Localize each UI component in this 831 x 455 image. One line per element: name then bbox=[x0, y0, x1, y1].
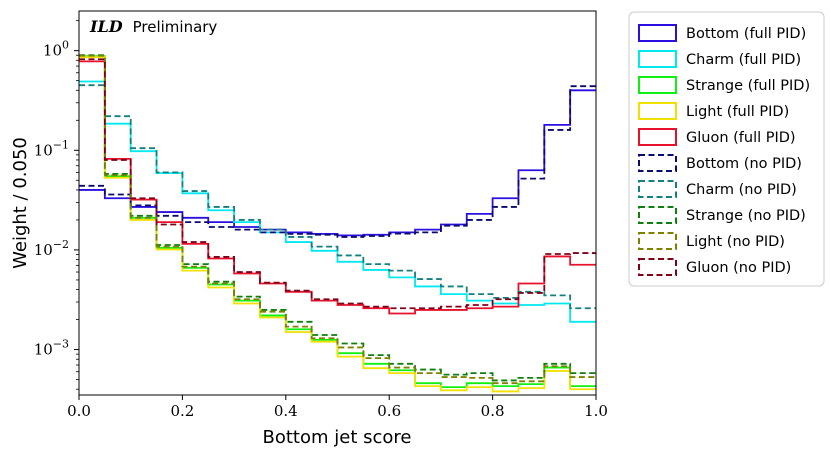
x-axis-label: Bottom jet score bbox=[263, 427, 412, 448]
legend-label: Charm (no PID) bbox=[686, 182, 797, 198]
plot-border bbox=[78, 10, 597, 396]
legend-label: Strange (full PID) bbox=[686, 78, 810, 94]
legend-label: Bottom (full PID) bbox=[686, 26, 806, 42]
legend-label: Gluon (full PID) bbox=[686, 130, 796, 146]
legend-swatch bbox=[638, 206, 677, 224]
series-line bbox=[79, 56, 596, 393]
legend-swatch bbox=[638, 50, 677, 68]
series-line bbox=[79, 54, 596, 385]
legend-label: Strange (no PID) bbox=[686, 208, 806, 224]
legend-label: Gluon (no PID) bbox=[686, 260, 791, 276]
x-tick-label: 0.6 bbox=[377, 402, 401, 420]
y-tick-label: 10−2 bbox=[34, 238, 69, 259]
series-line bbox=[79, 85, 596, 238]
legend-swatch bbox=[638, 128, 677, 146]
x-tick-label: 0.2 bbox=[170, 402, 194, 420]
legend-swatch bbox=[638, 154, 677, 172]
plot-area bbox=[79, 11, 596, 395]
legend-swatch bbox=[638, 258, 677, 276]
series-line bbox=[79, 58, 596, 310]
legend-frame bbox=[628, 11, 825, 287]
axes: 0.0 0.2 0.4 0.6 0.8 1.0 10−3 10−2 10−1 100 bbox=[34, 20, 608, 420]
legend-swatch bbox=[638, 180, 677, 198]
x-tick-label: 1.0 bbox=[584, 402, 608, 420]
legend-swatch bbox=[638, 76, 677, 94]
x-tick-label: 0.8 bbox=[481, 402, 505, 420]
legend: Bottom (full PID) Charm (full PID) Strange… bbox=[628, 11, 825, 287]
series-layer bbox=[79, 54, 596, 393]
legend-label: Charm (full PID) bbox=[686, 52, 801, 68]
y-axis-label: Weight / 0.050 bbox=[10, 137, 31, 269]
y-tick-label: 100 bbox=[43, 39, 69, 60]
legend-label: Light (full PID) bbox=[686, 104, 789, 120]
legend-swatch bbox=[638, 102, 677, 120]
y-tick-label: 10−3 bbox=[34, 338, 69, 359]
annotation: ILD Preliminary bbox=[89, 17, 217, 36]
x-tick-label: 0.0 bbox=[67, 402, 91, 420]
legend-swatch bbox=[638, 232, 677, 250]
legend-label: Bottom (no PID) bbox=[686, 156, 802, 172]
x-tick-label: 0.4 bbox=[274, 402, 298, 420]
legend-label: Light (no PID) bbox=[686, 234, 785, 250]
legend-swatch bbox=[638, 24, 677, 42]
series-line bbox=[79, 84, 596, 310]
annotation-preliminary: Preliminary bbox=[133, 18, 218, 36]
annotation-ild: ILD bbox=[89, 17, 123, 36]
y-tick-label: 10−1 bbox=[34, 138, 69, 159]
